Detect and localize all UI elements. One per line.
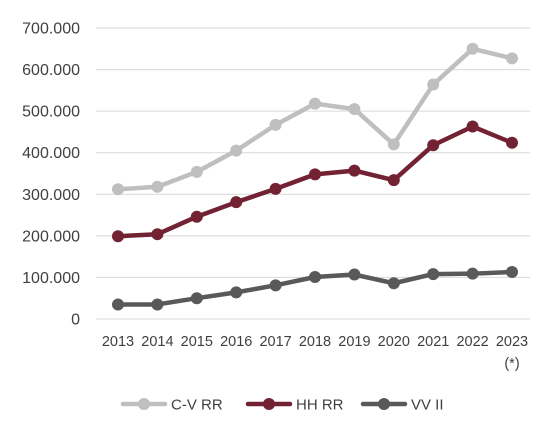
- legend-swatch-marker: [138, 398, 150, 410]
- data-point: [427, 268, 439, 280]
- data-point: [270, 183, 282, 195]
- legend-swatch-marker: [263, 398, 275, 410]
- x-axis-tick-labels: 2013 2014 2015 2016 2017 2018 2019 2020 2021 2022…: [102, 334, 528, 372]
- data-point: [427, 79, 439, 91]
- x-tick-label: 2020: [378, 334, 410, 350]
- data-point: [309, 271, 321, 283]
- legend-label: VV II: [411, 397, 444, 414]
- legend-swatch-marker: [378, 398, 390, 410]
- legend-item: C-V RR: [123, 397, 223, 414]
- y-tick-label: 400.000: [22, 145, 80, 162]
- data-point: [506, 137, 518, 149]
- data-point: [191, 166, 203, 178]
- data-point: [112, 298, 124, 310]
- series-lines: [112, 43, 518, 311]
- data-point: [230, 286, 242, 298]
- data-point: [270, 279, 282, 291]
- data-point: [151, 228, 163, 240]
- data-point: [270, 119, 282, 131]
- data-point: [467, 268, 479, 280]
- x-tick-label: 2016: [220, 334, 252, 350]
- data-point: [348, 165, 360, 177]
- data-point: [467, 121, 479, 133]
- x-tick-label: 2019: [338, 334, 370, 350]
- legend-item: VV II: [363, 397, 444, 414]
- y-tick-label: 100.000: [22, 270, 80, 287]
- legend-label: C-V RR: [171, 397, 223, 414]
- data-point: [112, 230, 124, 242]
- data-point: [506, 52, 518, 64]
- y-tick-label: 200.000: [22, 228, 80, 245]
- y-tick-label: 600.000: [22, 62, 80, 79]
- x-tick-label: 2017: [259, 334, 291, 350]
- x-tick-label: 2015: [181, 334, 213, 350]
- data-point: [230, 196, 242, 208]
- data-point: [506, 266, 518, 278]
- legend-label: HH RR: [296, 397, 344, 414]
- legend: C-V RR HH RR VV II: [123, 397, 444, 414]
- x-tick-label: 2023: [496, 334, 528, 350]
- data-point: [309, 98, 321, 110]
- data-point: [191, 211, 203, 223]
- x-tick-label: 2021: [417, 334, 449, 350]
- y-axis-tick-labels: 0 100.000 200.000 300.000 400.000 500.000 600.…: [22, 21, 80, 329]
- x-tick-label: 2013: [102, 334, 134, 350]
- data-point: [151, 298, 163, 310]
- x-tick-label: 2022: [456, 334, 488, 350]
- data-point: [309, 168, 321, 180]
- data-point: [467, 43, 479, 55]
- data-point: [348, 103, 360, 115]
- data-point: [388, 174, 400, 186]
- x-tick-label: 2014: [141, 334, 173, 350]
- data-point: [348, 269, 360, 281]
- data-point: [151, 181, 163, 193]
- y-tick-label: 500.000: [22, 104, 80, 121]
- x-tick-label: 2018: [299, 334, 331, 350]
- y-tick-label: 700.000: [22, 21, 80, 38]
- data-point: [191, 292, 203, 304]
- series-vv-ii: [112, 266, 518, 310]
- data-point: [388, 138, 400, 150]
- data-point: [112, 183, 124, 195]
- y-tick-label: 0: [71, 312, 80, 329]
- x-tick-note: (*): [504, 356, 519, 372]
- data-point: [230, 145, 242, 157]
- legend-item: HH RR: [248, 397, 344, 414]
- data-point: [388, 277, 400, 289]
- data-point: [427, 139, 439, 151]
- y-tick-label: 300.000: [22, 187, 80, 204]
